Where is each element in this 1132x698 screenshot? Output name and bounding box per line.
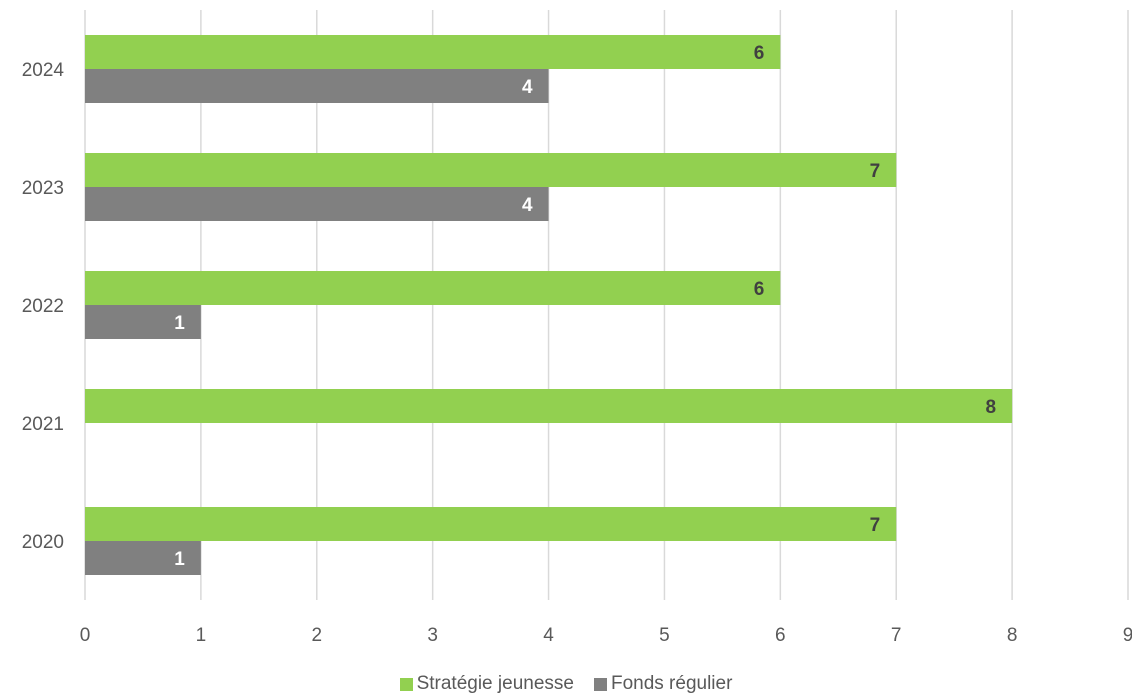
legend-label: Fonds régulier — [610, 673, 733, 694]
data-label: 4 — [522, 195, 533, 216]
x-tick-label: 0 — [80, 625, 91, 646]
y-category-label: 2021 — [22, 414, 64, 435]
data-label: 7 — [870, 515, 881, 536]
x-tick-label: 5 — [659, 625, 670, 646]
data-label: 1 — [174, 313, 185, 334]
bar — [85, 153, 897, 187]
y-category-label: 2022 — [22, 296, 64, 317]
data-label: 1 — [174, 549, 185, 570]
bar — [85, 507, 897, 541]
bar — [85, 305, 201, 339]
bar — [85, 69, 549, 103]
legend-item-strategie-jeunesse: Stratégie jeunesse — [399, 673, 574, 695]
y-category-label: 2023 — [22, 178, 64, 199]
data-label: 6 — [754, 43, 765, 64]
data-label: 6 — [754, 279, 765, 300]
legend-swatch — [399, 677, 413, 691]
legend-swatch — [593, 677, 607, 691]
legend-label: Stratégie jeunesse — [416, 673, 574, 694]
y-category-label: 2024 — [22, 60, 65, 81]
x-tick-label: 7 — [891, 625, 902, 646]
bar — [85, 35, 781, 69]
data-label: 8 — [986, 397, 997, 418]
x-tick-label: 1 — [196, 625, 207, 646]
data-label: 7 — [870, 161, 881, 182]
bar — [85, 271, 781, 305]
legend-item-fonds-regulier: Fonds régulier — [593, 673, 733, 695]
x-tick-label: 4 — [543, 625, 554, 646]
data-label: 4 — [522, 77, 533, 98]
x-tick-label: 6 — [775, 625, 786, 646]
y-category-label: 2020 — [22, 532, 64, 553]
legend: Stratégie jeunesse Fonds régulier — [0, 673, 1132, 695]
x-tick-label: 3 — [427, 625, 438, 646]
bar — [85, 541, 201, 575]
x-tick-label: 8 — [1007, 625, 1018, 646]
bar — [85, 389, 1013, 423]
x-tick-label: 2 — [311, 625, 322, 646]
bar — [85, 187, 549, 221]
x-tick-label: 9 — [1123, 625, 1132, 646]
